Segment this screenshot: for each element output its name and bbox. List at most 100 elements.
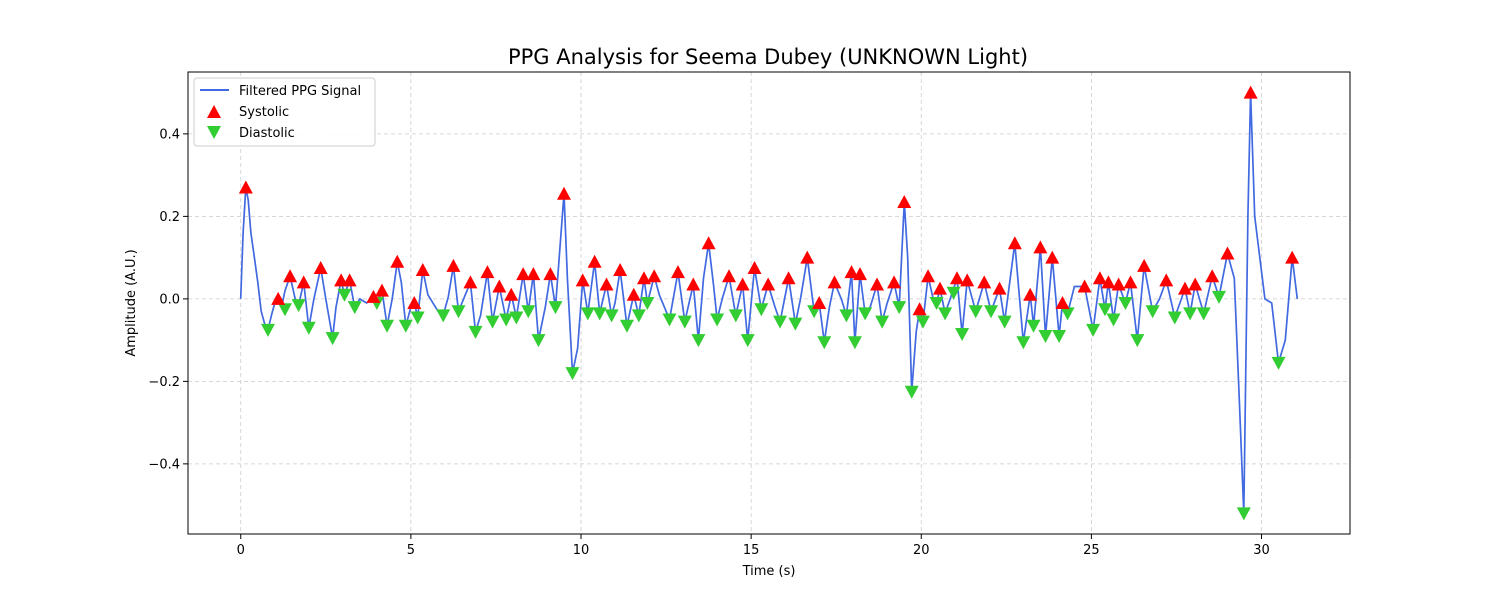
systolic-marker (701, 236, 716, 250)
systolic-marker (238, 180, 253, 194)
systolic-marker (271, 291, 286, 305)
y-tick-label: −0.2 (148, 375, 180, 390)
systolic-marker (296, 275, 311, 289)
diastolic-marker (677, 315, 692, 329)
x-tick-label: 30 (1253, 543, 1270, 558)
systolic-marker (1007, 236, 1022, 250)
diastolic-marker (817, 336, 832, 350)
systolic-marker (390, 254, 405, 268)
legend: Filtered PPG Signal Systolic Diastolic (193, 77, 376, 147)
systolic-marker (1092, 271, 1107, 285)
systolic-marker (543, 267, 558, 281)
y-axis-label: Amplitude (A.U.) (124, 249, 139, 356)
legend-box (193, 77, 376, 147)
legend-diastolic-label: Diastolic (239, 126, 295, 141)
diastolic-marker (1038, 330, 1053, 343)
systolic-marker (1045, 250, 1060, 264)
diastolic-marker (662, 313, 677, 327)
systolic-marker (626, 287, 641, 301)
systolic-marker (827, 275, 842, 289)
systolic-marker (1220, 246, 1235, 260)
diastolic-marker (968, 305, 983, 319)
systolic-marker (342, 273, 357, 287)
systolic-marker (921, 269, 936, 283)
diastolic-marker (468, 325, 483, 339)
systolic-marker (463, 275, 478, 289)
diastolic-marker (451, 305, 466, 319)
diastolic-marker (754, 303, 769, 317)
systolic-marker (670, 265, 685, 279)
systolic-marker (1055, 296, 1070, 309)
systolic-marker (722, 269, 737, 283)
diastolic-marker (938, 307, 953, 321)
diastolic-marker (984, 305, 999, 319)
axis-ticks: 0 5 10 15 20 25 30 0.4 0.2 0.0 −0.2 −0.4 (148, 127, 1269, 558)
diastolic-marker (548, 301, 563, 315)
diastolic-marker (410, 311, 425, 325)
diastolic-marker (892, 301, 907, 315)
diastolic-marker (1183, 307, 1198, 321)
systolic-marker (587, 254, 602, 268)
diastolic-marker (1026, 319, 1041, 333)
systolic-marker (844, 265, 859, 279)
systolic-marker (1077, 279, 1092, 293)
systolic-marker (516, 267, 531, 281)
diastolic-marker (1106, 313, 1121, 327)
diastolic-marker (1271, 356, 1286, 370)
systolic-marker (1101, 275, 1116, 289)
diastolic-marker (604, 309, 619, 323)
systolic-marker (747, 260, 762, 274)
diastolic-marker (929, 297, 944, 310)
systolic-marker (735, 277, 750, 291)
diastolic-marker (325, 332, 340, 346)
systolic-marker (575, 273, 590, 287)
diastolic-marker (788, 317, 803, 331)
diastolic-marker (955, 327, 970, 341)
y-tick-label: 0.4 (159, 127, 180, 142)
x-axis-label: Time (s) (742, 564, 796, 579)
diastolic-marker (773, 315, 788, 329)
diastolic-marker (301, 321, 316, 335)
systolic-marker (613, 263, 628, 276)
legend-diastolic-marker (207, 126, 221, 139)
systolic-marker (812, 296, 827, 309)
diastolic-marker (380, 319, 395, 333)
diastolic-marker (1167, 311, 1182, 325)
diastolic-marker (946, 286, 961, 300)
systolic-marker (446, 258, 461, 272)
systolic-marker (977, 275, 992, 289)
systolic-marker (556, 186, 571, 200)
diastolic-marker (1086, 323, 1101, 337)
diastolic-marker (580, 307, 595, 321)
systolic-marker (1137, 258, 1152, 272)
legend-systolic-label: Systolic (239, 105, 289, 120)
systolic-marker (800, 250, 815, 264)
systolic-marker (1243, 85, 1258, 99)
diastolic-marker (485, 315, 500, 329)
diastolic-marker (291, 299, 306, 313)
diastolic-marker (1016, 336, 1031, 350)
systolic-marker (504, 287, 519, 301)
diastolic-marker (531, 334, 546, 348)
diastolic-marker (1196, 307, 1211, 321)
diastolic-marker (997, 315, 1012, 329)
diastolic-marker (509, 311, 524, 325)
diastolic-marker (1098, 303, 1113, 317)
signal-layer (239, 91, 1299, 515)
diastolic-marker (875, 315, 890, 329)
diastolic-marker (347, 301, 362, 315)
diastolic-marker (499, 313, 514, 327)
systolic-marker (960, 273, 975, 287)
systolic-marker (887, 275, 902, 289)
systolic-marker (1033, 240, 1048, 254)
x-tick-label: 25 (1083, 543, 1100, 558)
systolic-marker (912, 302, 927, 316)
systolic-marker (415, 263, 430, 276)
systolic-marker (686, 277, 701, 291)
systolic-marker (526, 267, 541, 281)
chart-title: PPG Analysis for Seema Dubey (UNKNOWN Li… (508, 45, 1028, 69)
grid (188, 72, 1350, 534)
systolic-marker (1285, 250, 1300, 264)
